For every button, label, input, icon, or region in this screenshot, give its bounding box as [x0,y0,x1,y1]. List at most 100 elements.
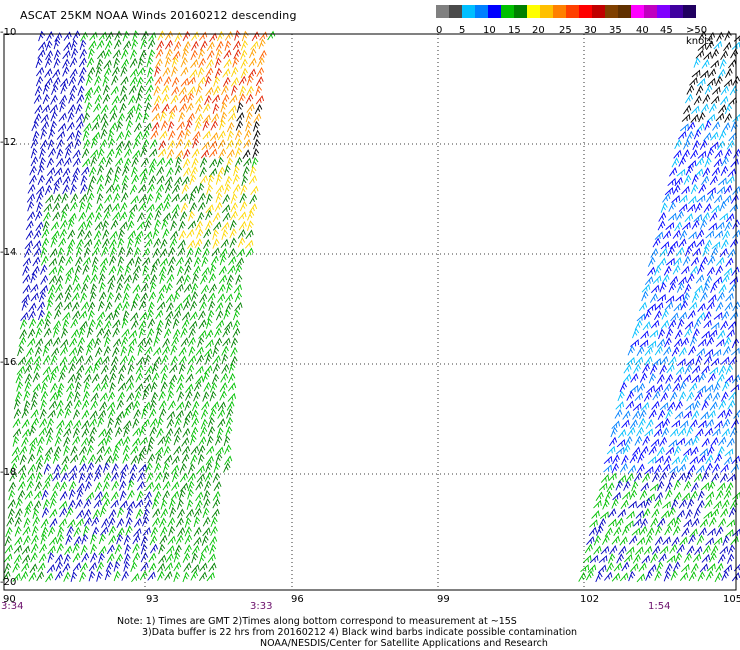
wind-barb [184,517,192,528]
wind-barb [16,365,25,375]
wind-barb [237,237,246,248]
wind-barb [728,283,737,294]
wind-barb [673,257,682,266]
wind-barb [22,284,31,294]
lon-label-96: 96 [291,594,304,605]
wind-barb [703,355,713,365]
wind-barb [665,373,674,384]
wind-barb [72,157,81,167]
wind-barb [243,138,252,149]
wind-barb [730,194,739,204]
wind-barb [233,48,241,60]
wind-barb [200,149,210,159]
wind-barb [672,264,681,275]
wind-barb [622,410,631,420]
wind-barb [689,335,698,347]
wind-barb [59,346,68,356]
wind-barb [114,165,122,177]
wind-barb [116,131,125,142]
wind-barb [24,247,32,258]
wind-barb [56,130,66,140]
wind-barb [148,148,158,158]
wind-barb [726,519,736,528]
wind-barb [707,563,716,572]
wind-barb [228,104,237,114]
wind-barb [33,93,42,104]
wind-barb [59,77,69,87]
wind-barb [165,293,174,304]
wind-barb [664,525,673,536]
wind-barb [39,156,46,168]
wind-barb [44,77,53,87]
wind-barb [187,472,196,483]
wind-barb [694,284,703,294]
wind-barb [721,499,730,509]
wind-barb [81,409,90,420]
wind-barb [150,543,158,554]
wind-barb [103,203,112,213]
wind-barb [37,562,46,573]
wind-barb [707,527,716,536]
wind-barb [205,455,214,466]
wind-barb [664,489,673,500]
colorbar-swatch [436,5,450,18]
wind-barb [695,157,705,167]
wind-barb [649,293,658,303]
wind-barb [68,472,77,482]
wind-barb [181,48,189,59]
wind-barb [67,373,76,384]
wind-barb [676,544,685,554]
wind-barb [86,211,95,222]
wind-barb [665,408,673,419]
wind-barb [190,570,199,581]
wind-barb [203,489,211,501]
wind-barb [227,130,234,141]
wind-barb [730,463,739,473]
wind-barb [95,66,103,77]
wind-barb [37,164,45,176]
wind-barb [97,409,107,420]
wind-barb [152,228,160,239]
wind-barb [182,552,191,563]
wind-barb [170,344,178,356]
wind-barb [214,337,223,348]
wind-barb [45,175,54,186]
wind-barb [204,365,213,375]
wind-barb [109,382,116,393]
wind-barb [689,419,698,429]
wind-barb [72,427,80,438]
wind-barb [693,128,702,140]
wind-barb [173,426,182,437]
wind-barb [102,75,110,87]
wind-barb [189,320,198,330]
wind-barb [22,526,31,536]
wind-barb [36,192,44,203]
wind-barb [707,77,716,87]
wind-barb [671,346,680,357]
wind-barb [174,176,183,186]
wind-barb [49,247,58,258]
wind-barb [195,491,204,502]
wind-barb [67,229,76,240]
wind-barb [151,391,159,403]
wind-barb [191,148,200,159]
wind-barb [40,139,48,150]
wind-barb [217,166,225,177]
wind-barb [44,57,53,68]
wind-barb [725,482,734,493]
wind-barb [139,49,147,60]
wind-barb [31,265,40,276]
wind-barb [728,96,738,106]
wind-barb [131,156,139,168]
wind-barb [248,57,257,68]
wind-barb [700,103,709,113]
wind-barb [91,131,101,141]
wind-barb [50,120,57,132]
wind-barb [212,103,220,114]
wind-barb [242,149,251,159]
wind-barb [222,212,231,222]
wind-barb [621,454,629,465]
wind-barb [697,420,707,429]
wind-barb [212,498,221,509]
wind-barb [111,471,119,482]
